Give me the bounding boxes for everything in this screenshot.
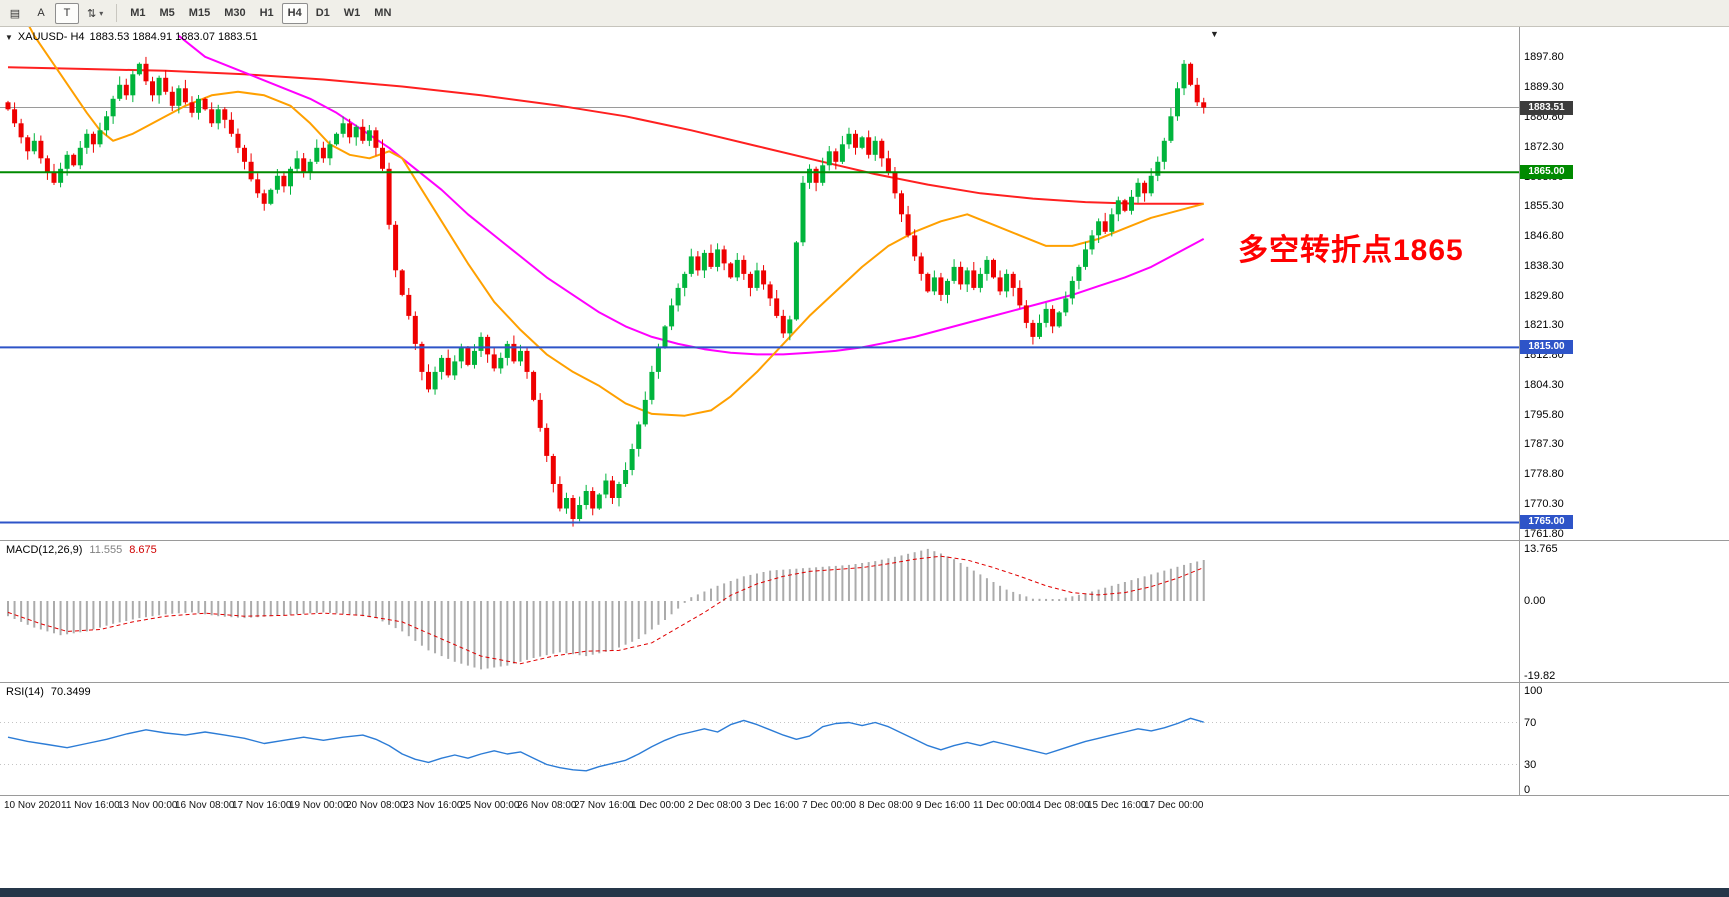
rsi-pane: RSI(14) 70.3499 100 70 30 0 bbox=[0, 682, 1729, 796]
time-axis-label: 27 Nov 16:00 bbox=[574, 800, 634, 811]
price-axis-label: 1787.30 bbox=[1524, 438, 1564, 450]
timeframe-button-h4[interactable]: H4 bbox=[281, 2, 308, 24]
macd-scale[interactable]: 13.765 0.00 -19.82 bbox=[1524, 541, 1724, 682]
price-axis-label: 1855.30 bbox=[1524, 200, 1564, 212]
time-axis-label: 7 Dec 00:00 bbox=[802, 800, 856, 811]
time-axis-label: 17 Dec 00:00 bbox=[1144, 800, 1204, 811]
price-tag-1883.51[interactable]: 1883.51 bbox=[1520, 101, 1573, 115]
rsi-scale[interactable]: 100 70 30 0 bbox=[1524, 683, 1724, 796]
chart-annotation-text[interactable]: 多空转折点1865 bbox=[1238, 234, 1464, 267]
symbol-ohlc-label: ▼ XAUUSD- H4 1883.53 1884.91 1883.07 188… bbox=[5, 31, 258, 43]
macd-label: MACD(12,26,9) 11.555 8.675 bbox=[6, 544, 157, 556]
rsi-scale-label: 100 bbox=[1524, 685, 1543, 697]
time-axis-label: 11 Nov 16:00 bbox=[61, 800, 120, 811]
symbol-label: XAUUSD- H4 bbox=[17, 31, 85, 43]
fast-ma-line bbox=[28, 27, 1204, 417]
time-axis-label: 15 Dec 16:00 bbox=[1087, 800, 1147, 811]
macd-scale-label: 0.00 bbox=[1524, 595, 1546, 607]
price-tag-1865.00[interactable]: 1865.00 bbox=[1520, 165, 1573, 179]
time-axis-label: 17 Nov 16:00 bbox=[232, 800, 292, 811]
time-axis-label: 16 Nov 08:00 bbox=[175, 800, 235, 811]
time-axis-label: 14 Dec 08:00 bbox=[1030, 800, 1090, 811]
rsi-label: RSI(14) 70.3499 bbox=[6, 686, 91, 698]
arrows-icon: ⇅ bbox=[87, 7, 97, 20]
price-axis-label: 1795.80 bbox=[1524, 409, 1564, 421]
price-axis-label: 1770.30 bbox=[1524, 498, 1564, 510]
macd-chart-canvas[interactable] bbox=[0, 541, 1519, 682]
price-axis-label: 1846.80 bbox=[1524, 230, 1564, 242]
rsi-scale-label: 0 bbox=[1524, 784, 1531, 796]
chart-window-icon[interactable]: ▤ bbox=[3, 3, 27, 24]
ohlc-values: 1883.53 1884.91 1883.07 1883.51 bbox=[89, 31, 258, 43]
rsi-value: 70.3499 bbox=[50, 686, 91, 698]
time-axis-label: 23 Nov 16:00 bbox=[403, 800, 463, 811]
price-scale-border bbox=[1519, 27, 1520, 795]
time-axis-label: 11 Dec 00:00 bbox=[973, 800, 1032, 811]
price-tag-1765.00[interactable]: 1765.00 bbox=[1520, 515, 1573, 529]
slow-ma-line bbox=[7, 66, 1204, 205]
time-axis-label: 1 Dec 00:00 bbox=[631, 800, 685, 811]
rsi-title: RSI(14) bbox=[6, 686, 44, 698]
price-axis-label: 1778.80 bbox=[1524, 468, 1564, 480]
macd-scale-label: -19.82 bbox=[1524, 670, 1556, 682]
timeframe-button-mn[interactable]: MN bbox=[374, 7, 392, 19]
time-axis-label: 25 Nov 00:00 bbox=[460, 800, 520, 811]
text-tool-button[interactable]: T bbox=[55, 2, 79, 24]
timeframe-button-d1[interactable]: D1 bbox=[315, 7, 330, 19]
toolbar-separator bbox=[116, 4, 118, 22]
taskbar-edge bbox=[0, 888, 1729, 897]
annotation-tool-button[interactable]: A bbox=[29, 3, 53, 24]
collapse-triangle-icon[interactable]: ▼ bbox=[5, 32, 13, 42]
time-axis-label: 8 Dec 08:00 bbox=[859, 800, 913, 811]
timeframe-button-h1[interactable]: H1 bbox=[259, 7, 274, 19]
time-axis-label: 3 Dec 16:00 bbox=[745, 800, 799, 811]
rsi-scale-label: 30 bbox=[1524, 759, 1537, 771]
chevron-down-icon: ▾ bbox=[99, 8, 104, 18]
price-axis-label: 1889.30 bbox=[1524, 81, 1564, 93]
macd-main-value: 11.555 bbox=[89, 544, 123, 556]
macd-title: MACD(12,26,9) bbox=[6, 544, 83, 556]
timeframe-button-m1[interactable]: M1 bbox=[130, 7, 146, 19]
timeframe-group: M1 M5 M15 M30 H1 H4 D1 W1 MN bbox=[124, 2, 397, 24]
timeframe-button-m5[interactable]: M5 bbox=[159, 7, 175, 19]
macd-signal-value: 8.675 bbox=[129, 544, 157, 556]
chart-shift-marker-icon[interactable]: ▼ bbox=[1210, 29, 1219, 39]
price-chart-pane: ▼ XAUUSD- H4 1883.53 1884.91 1883.07 188… bbox=[0, 27, 1729, 540]
price-axis-label: 1838.30 bbox=[1524, 260, 1564, 272]
toolbar: ▤ A T ⇅ ▾ M1 M5 M15 M30 H1 H4 D1 W1 MN bbox=[0, 0, 1729, 27]
time-axis-label: 19 Nov 00:00 bbox=[289, 800, 349, 811]
price-axis-label: 1897.80 bbox=[1524, 51, 1564, 63]
time-axis-label: 9 Dec 16:00 bbox=[916, 800, 970, 811]
cursor-mode-button[interactable]: ⇅ ▾ bbox=[81, 3, 109, 24]
letter-a-icon: A bbox=[37, 7, 45, 19]
time-axis-label: 13 Nov 00:00 bbox=[118, 800, 178, 811]
price-axis-label: 1821.30 bbox=[1524, 319, 1564, 331]
timeframe-button-w1[interactable]: W1 bbox=[343, 7, 361, 19]
price-axis-label: 1829.80 bbox=[1524, 290, 1564, 302]
macd-pane: MACD(12,26,9) 11.555 8.675 13.765 0.00 -19… bbox=[0, 540, 1729, 682]
timeframe-button-m30[interactable]: M30 bbox=[224, 7, 246, 19]
timeframe-button-m15[interactable]: M15 bbox=[188, 7, 211, 19]
letter-t-icon: T bbox=[63, 7, 71, 19]
time-axis-label: 20 Nov 08:00 bbox=[346, 800, 406, 811]
rsi-scale-label: 70 bbox=[1524, 717, 1537, 729]
price-tag-1815.00[interactable]: 1815.00 bbox=[1520, 340, 1573, 354]
chart-grid-icon: ▤ bbox=[9, 7, 21, 20]
time-axis-label: 26 Nov 08:00 bbox=[517, 800, 577, 811]
time-axis-label: 2 Dec 08:00 bbox=[688, 800, 742, 811]
price-axis-label: 1761.80 bbox=[1524, 528, 1564, 540]
time-axis[interactable]: 10 Nov 2020 11 Nov 16:00 13 Nov 00:00 16 No… bbox=[0, 795, 1729, 815]
price-axis-label: 1872.30 bbox=[1524, 141, 1564, 153]
rsi-chart-canvas[interactable] bbox=[0, 683, 1519, 795]
medium-ma-line bbox=[178, 35, 1205, 356]
macd-scale-label: 13.765 bbox=[1524, 543, 1558, 555]
price-axis-label: 1804.30 bbox=[1524, 379, 1564, 391]
time-axis-label: 10 Nov 2020 bbox=[4, 800, 61, 811]
candlestick-chart-canvas[interactable] bbox=[0, 27, 1519, 540]
